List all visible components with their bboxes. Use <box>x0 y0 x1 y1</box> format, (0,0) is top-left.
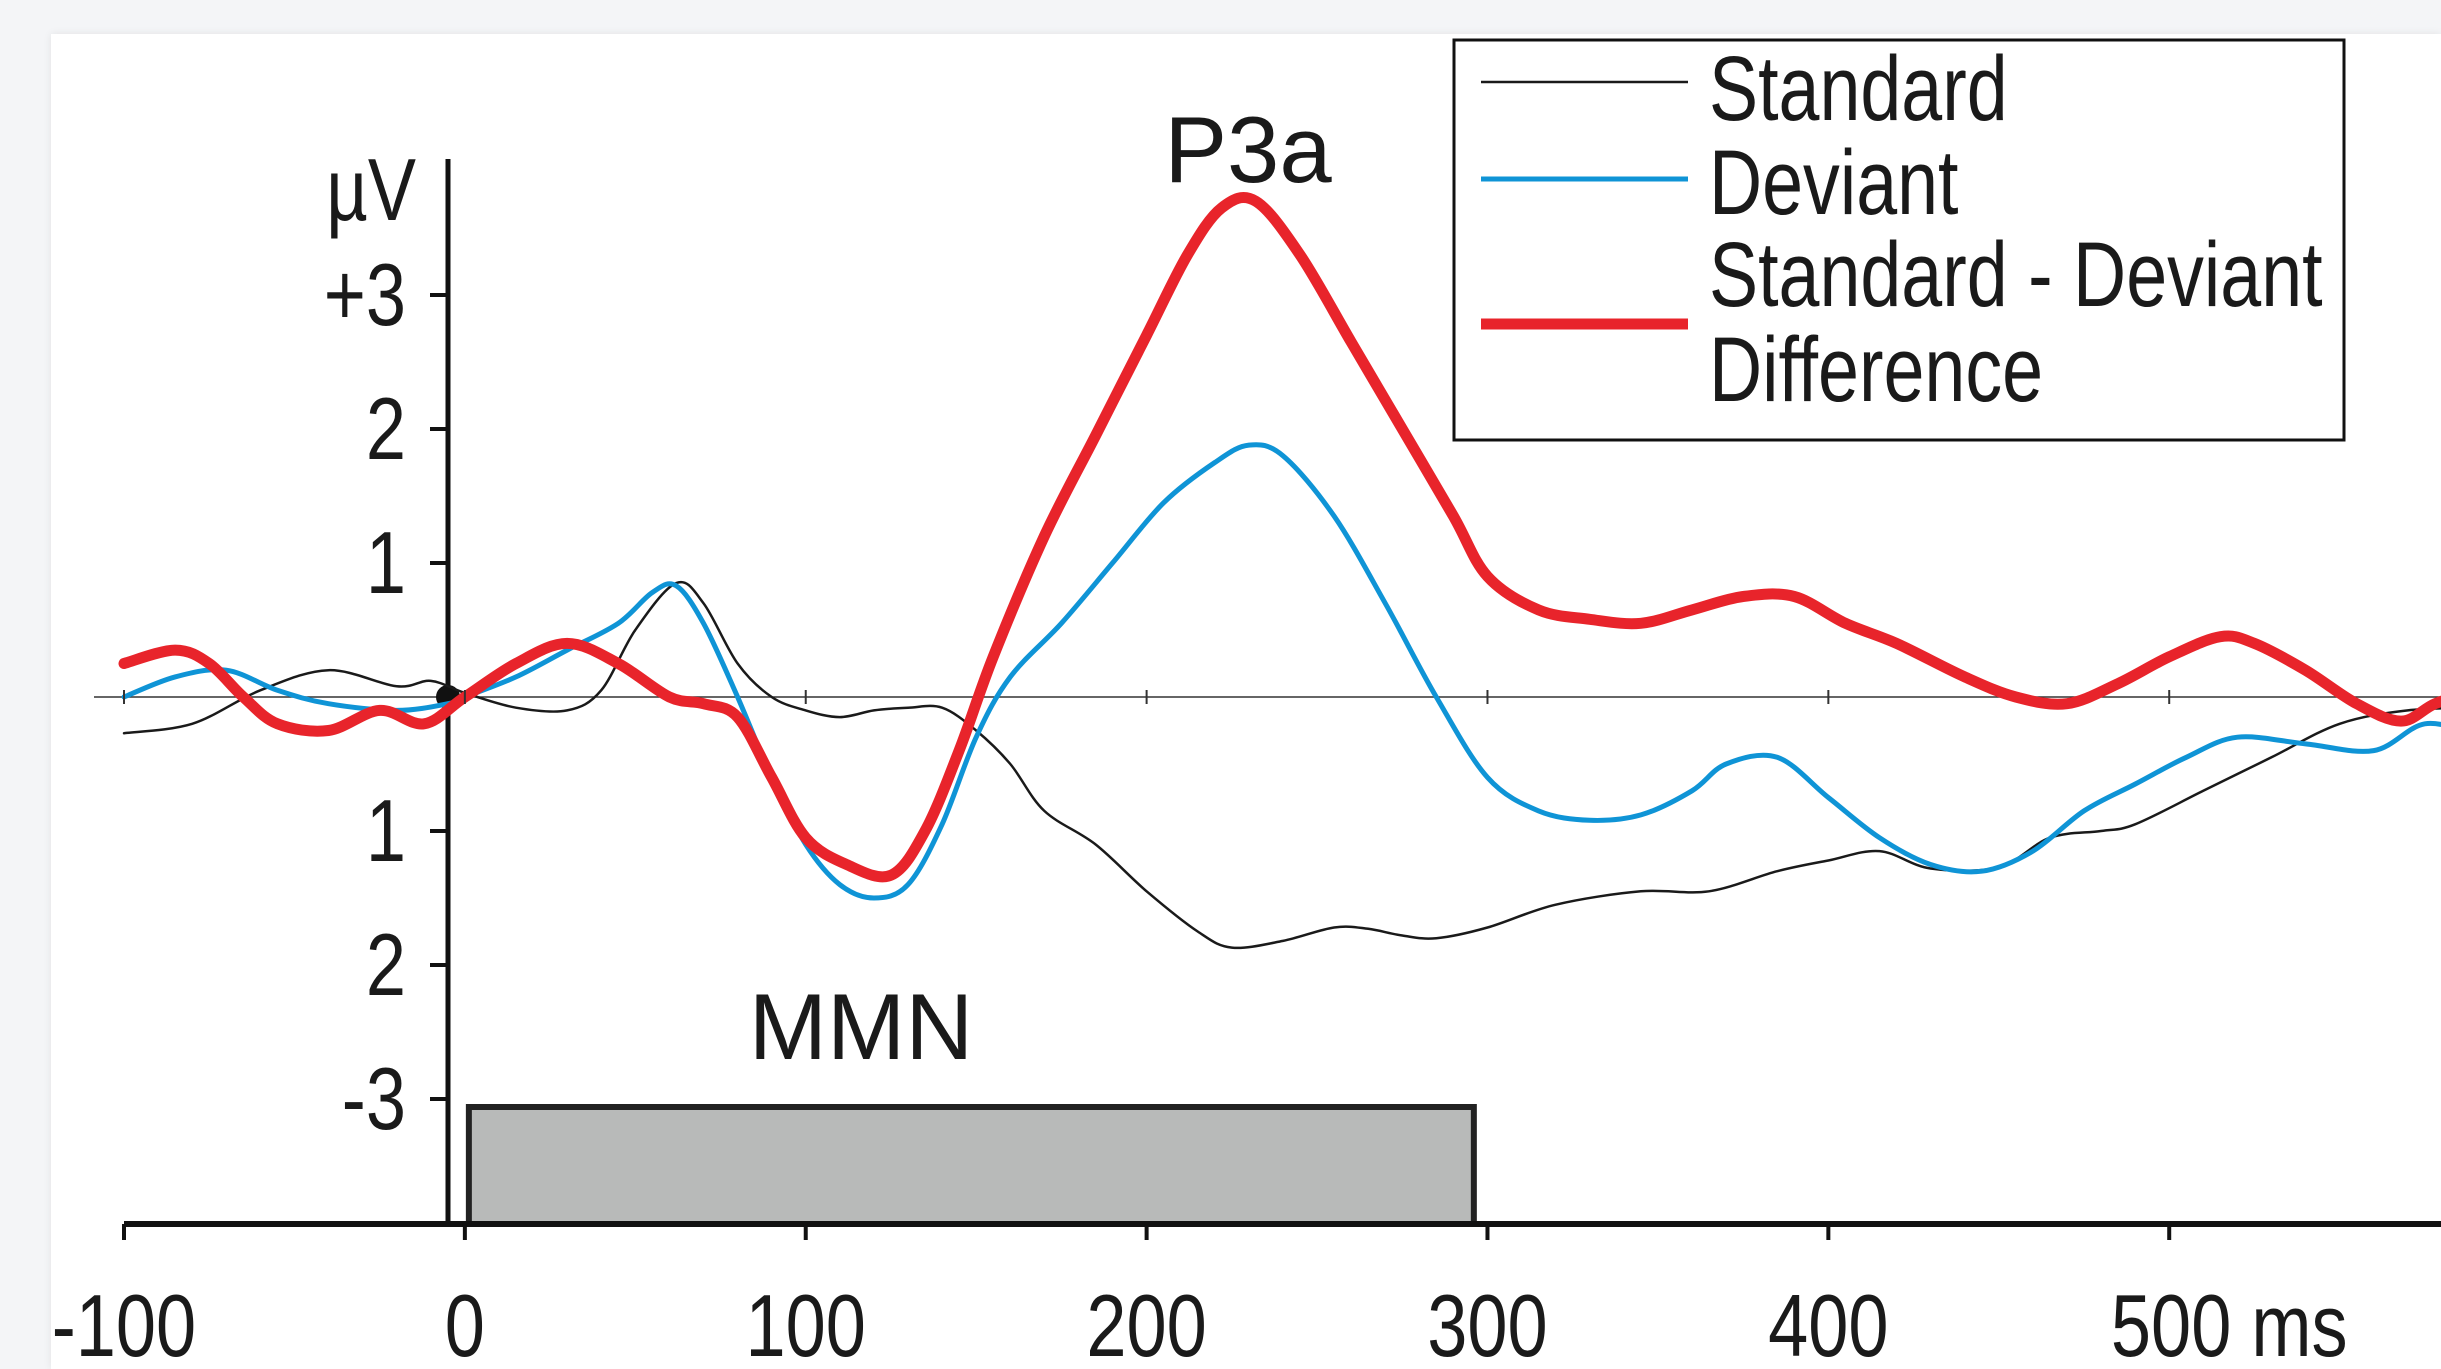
legend-box <box>1452 38 2346 442</box>
series-line-2 <box>118 192 2441 883</box>
stimulus-duration-bar <box>465 1104 1477 1227</box>
legend-label-2: Standard - Deviant <box>1709 223 2323 326</box>
series-line-0 <box>122 580 2441 950</box>
y-tick-label: 1 <box>366 782 406 880</box>
annotation-p3a: P3a <box>1164 97 1332 202</box>
y-tick-label: -3 <box>342 1050 406 1148</box>
x-tick-label: 100 <box>746 1277 866 1369</box>
x-tick-label: 400 <box>1768 1277 1888 1369</box>
x-tick-label: 500 ms <box>2111 1277 2348 1369</box>
series-line-1 <box>121 442 2441 901</box>
y-tick-label: +3 <box>324 246 406 344</box>
y-unit-label: µV <box>326 141 416 239</box>
x-tick-label: 200 <box>1086 1277 1206 1369</box>
legend-label-2: Difference <box>1709 318 2043 421</box>
x-tick-label: 0 <box>445 1277 485 1369</box>
legend-label-1: Deviant <box>1709 131 1959 234</box>
x-tick-label: -100 <box>52 1277 196 1369</box>
y-tick-label: 1 <box>366 514 406 612</box>
erp-line-chart: -100 0 100 200 300 400 500 ms +3 2 1 1 2 -3 µV P3a MMN… <box>52 37 2441 1369</box>
legend-label-0: Standard <box>1709 37 2008 140</box>
annotation-mmn: MMN <box>749 974 974 1079</box>
y-tick-label: 2 <box>366 380 406 478</box>
x-tick-label: 300 <box>1427 1277 1547 1369</box>
figure-page: -100 0 100 200 300 400 500 ms +3 2 1 1 2 -3 µV P3a MMN… <box>51 34 2441 1369</box>
y-tick-label: 2 <box>366 916 406 1014</box>
